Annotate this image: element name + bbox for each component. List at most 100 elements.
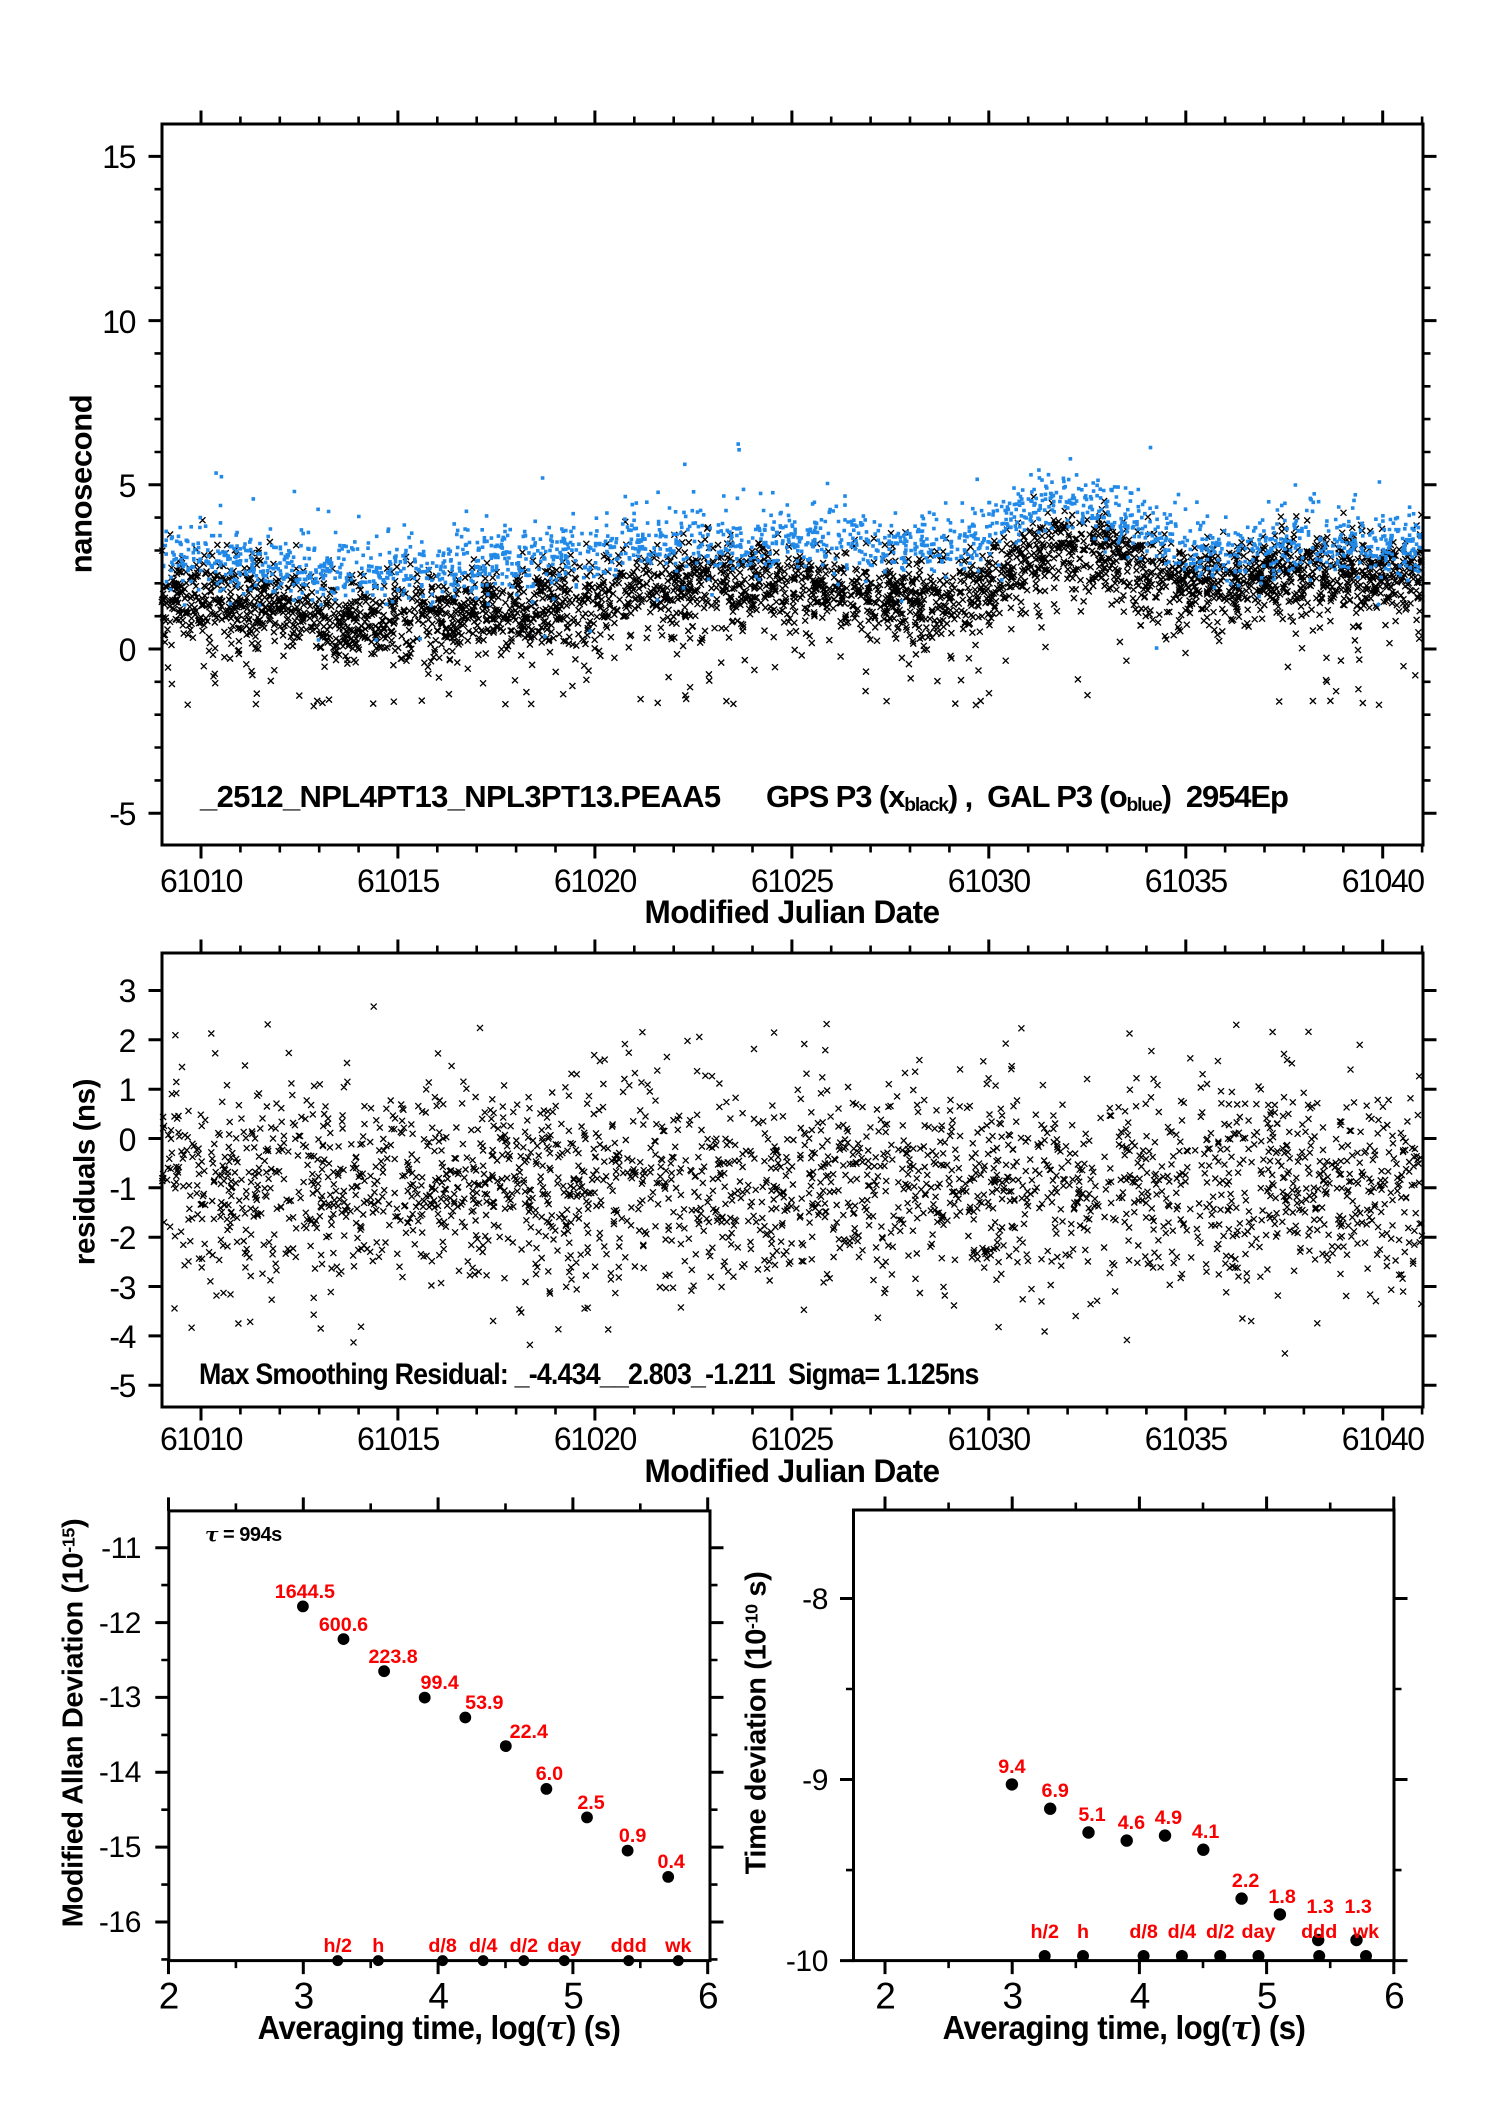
residual-panel-ylabel: residuals (ns) (68, 1078, 102, 1266)
mdev-value-label: 53.9 (465, 1692, 504, 1714)
tdev-point (1044, 1802, 1057, 1815)
tdev-tau-marks (1038, 1950, 1372, 1962)
subscript: black (904, 794, 949, 816)
superscript: -15 (58, 1528, 79, 1553)
tdev-tau-dot (1313, 1950, 1326, 1962)
mdev-value-label: 2.5 (577, 1791, 605, 1814)
text-run: ) , GAL P3 (o (947, 778, 1128, 814)
tdev-panel-x-tick-label: 3 (1002, 1975, 1023, 2017)
tdev-panel-box (852, 1508, 1396, 1963)
top-panel-x-tick-label: 61035 (1144, 863, 1228, 899)
top-panel-major-ticks (148, 110, 1437, 859)
mdev-panel-ylabel: Modified Allan Deviation (10-15) (57, 1518, 90, 1928)
text-run: s) (740, 1571, 773, 1605)
mdev-point (337, 1633, 350, 1645)
tdev-tau-label: h/2 (1030, 1920, 1059, 1943)
mdev-panel-minor-ticks (161, 1503, 718, 1969)
tdev-tau-label: wk (1352, 1920, 1380, 1943)
mdev-point (297, 1600, 309, 1613)
tdev-value-label: 4.1 (1191, 1821, 1220, 1844)
residual-panel-y-tick-label: -5 (109, 1368, 136, 1405)
tdev-value-label: 1.3 (1306, 1895, 1334, 1918)
tdev-panel-axes (840, 1496, 1408, 1975)
mdev-point (581, 1811, 593, 1824)
mdev-tau-label: d/2 (509, 1935, 539, 1957)
mdev-point (540, 1783, 553, 1795)
tdev-value-label: 5.1 (1078, 1804, 1106, 1826)
tdev-value-label: 2.2 (1231, 1870, 1260, 1893)
tdev-point (1273, 1908, 1287, 1921)
tdev-panel-x-tick-label: 4 (1129, 1975, 1151, 2017)
mdev-panel-y-tick-label: -11 (101, 1531, 141, 1565)
top-panel-xlabel: Modified Julian Date (644, 894, 941, 930)
text-run: Modified Allan Deviation (10 (57, 1552, 90, 1928)
mdev-point (662, 1871, 675, 1883)
tau-symbol: τ (1230, 2008, 1251, 2047)
text-run: GPS P3 (x (766, 778, 905, 814)
residual-panel-x-tick-label: 61040 (1341, 1421, 1425, 1457)
residual-panel-x-tick-label: 61030 (947, 1421, 1031, 1457)
text-run: ) (57, 1518, 90, 1529)
residual-panel-y-tick-label: -3 (109, 1269, 136, 1306)
top-panel-x-tick-label: 61030 (947, 863, 1031, 899)
residual-panel-x-tick-label: 61035 (1144, 1421, 1228, 1457)
tdev-tau-dot (1077, 1950, 1089, 1962)
mdev-value-label: 99.4 (420, 1672, 459, 1695)
residual-panel-y-tick-label: 0 (118, 1121, 137, 1158)
tdev-tau-dot (1214, 1950, 1227, 1962)
residual-panel-y-tick-label: 3 (118, 973, 137, 1010)
gps-p3-points (158, 493, 1425, 710)
mdev-point (499, 1740, 512, 1752)
tdev-panel-minor-ticks (846, 1502, 1402, 1969)
tdev-value-label: 9.4 (998, 1755, 1026, 1778)
tdev-value-label: 4.9 (1154, 1807, 1183, 1830)
mdev-tau-annotation: τ = 994s (205, 1522, 282, 1546)
top-panel-x-tick-label: 61020 (553, 863, 637, 899)
mdev-tau-label: ddd (610, 1935, 647, 1957)
mdev-tau-dot (558, 1955, 570, 1967)
tdev-data (1005, 1778, 1363, 1947)
residual-panel-minor-ticks (239, 945, 1424, 1415)
top-panel-box (160, 122, 1425, 847)
tdev-panel-xlabel: Averaging time, log(τ) (s) (942, 2008, 1306, 2047)
tdev-point (1005, 1778, 1019, 1791)
top-panel-title-file: _2512_NPL4PT13_NPL3PT13.PEAA5 (200, 778, 721, 814)
tdev-tau-label: day (1241, 1920, 1276, 1943)
residual-panel-x-tick-label: 61015 (356, 1421, 440, 1457)
tdev-tau-dot (1175, 1950, 1188, 1962)
top-panel-x-tick-label: 61010 (160, 863, 243, 899)
residual-panel-y-tick-label: -2 (109, 1220, 136, 1257)
mdev-tau-label: d/8 (428, 1935, 457, 1957)
mdev-tau-label: wk (665, 1935, 692, 1957)
tdev-tau-label: d/2 (1205, 1920, 1235, 1943)
mdev-tau-dot (672, 1955, 684, 1967)
superscript: -10 (741, 1604, 762, 1630)
residual-panel-data (158, 1003, 1426, 1357)
mdev-tau-dot (372, 1955, 384, 1967)
residual-panel-axes (148, 939, 1437, 1421)
residual-panel-y-tick-label: -4 (109, 1318, 136, 1355)
mdev-tau-dot (518, 1955, 530, 1967)
mdev-panel-x-tick-label: 4 (428, 1975, 449, 2017)
mdev-value-label: 0.9 (618, 1825, 647, 1848)
mdev-tau-dot (332, 1955, 344, 1967)
mdev-tau-marks (332, 1955, 684, 1967)
tdev-tau-dot (1360, 1950, 1372, 1962)
tdev-panel-x-tick-label: 2 (875, 1975, 896, 2017)
mdev-tau-dot (623, 1955, 635, 1967)
mdev-value-label: 22.4 (509, 1720, 548, 1743)
top-panel-x-tick-label: 61040 (1341, 863, 1425, 899)
mdev-panel-major-ticks (155, 1497, 724, 1975)
top-panel-y-tick-label: -5 (109, 796, 136, 833)
tdev-panel-x-tick-label: 6 (1384, 1975, 1405, 2017)
mdev-data (297, 1600, 675, 1883)
tdev-tau-dot (1252, 1950, 1265, 1962)
residual-panel-major-ticks (148, 939, 1437, 1421)
top-panel-axes (148, 110, 1437, 859)
tdev-point (1082, 1826, 1095, 1839)
top-panel-legend: GPS P3 (xblack) , GAL P3 (oblue) 2954Ep (766, 778, 1289, 815)
residual-panel-y-tick-label: 1 (118, 1072, 137, 1109)
text-run: Time deviation (10 (740, 1629, 773, 1875)
mdev-tau-dot (437, 1955, 449, 1967)
